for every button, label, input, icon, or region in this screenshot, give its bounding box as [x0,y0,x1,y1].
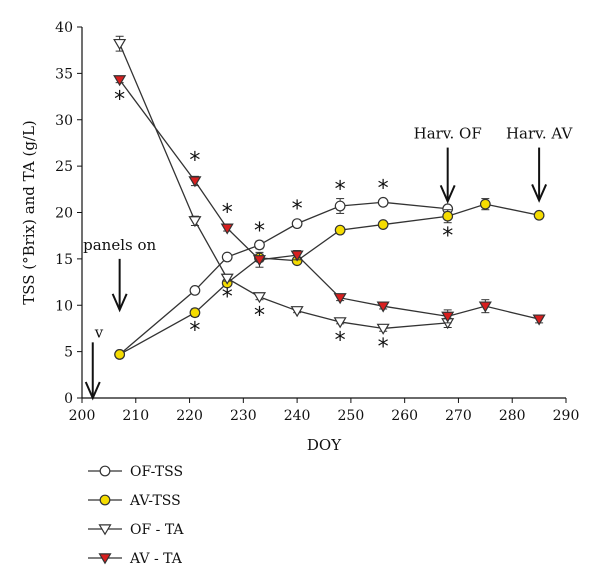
data-point [189,285,201,296]
x-tick-label: 220 [176,408,203,424]
data-point [113,38,127,51]
data-point [442,210,454,222]
x-tick-label: 290 [553,408,580,424]
data-point [333,293,347,305]
significance-asterisk: * [222,201,233,226]
y-tick-label: 5 [64,345,73,361]
data-point [334,224,346,236]
significance-asterisk: * [254,219,265,244]
significance-asterisk: * [114,87,125,112]
significance-asterisk: * [292,197,303,222]
data-point [333,317,347,329]
legend-marker [98,524,112,536]
series-line [119,201,448,355]
legend-label: AV-TSS [129,493,181,509]
series-line [119,43,448,330]
significance-asterisk: * [222,285,233,310]
annotation-label: panels on [83,236,156,254]
x-tick-label: 270 [445,408,472,424]
data-point [533,209,545,221]
x-axis-title: DOY [307,436,342,454]
series-4 [113,75,546,326]
annotation-label: v [94,323,104,341]
annotation-arrowhead [531,184,548,203]
y-tick-label: 25 [55,159,73,175]
significance-asterisk: * [378,335,389,360]
significance-asterisk: * [254,304,265,329]
data-point [252,292,267,304]
annotation-label: Harv. AV [506,125,574,143]
y-tick-label: 35 [55,66,73,82]
significance-asterisk: * [442,224,453,249]
y-axis-title: TSS (°Brix) and TA (g/L) [20,120,38,305]
legend-marker [99,494,111,506]
x-tick-label: 200 [69,408,96,424]
data-point [376,301,390,313]
data-point [291,218,303,230]
series-3 [113,35,455,335]
legend-label: OF-TSS [130,464,183,480]
y-tick-label: 0 [64,391,73,407]
x-tick-label: 280 [499,408,526,424]
series-2 [114,198,545,360]
x-tick-label: 230 [230,408,257,424]
y-tick-label: 30 [55,113,73,129]
significance-asterisk: * [189,149,200,174]
annotation-label: Harv. OF [414,125,482,143]
significance-asterisk: * [335,329,346,354]
data-point [114,349,126,360]
series-line [119,79,540,320]
data-point [188,176,202,188]
legend-marker [98,553,112,565]
data-point [221,251,233,263]
data-point [188,216,202,228]
legend-marker [99,465,111,477]
data-point [377,219,389,230]
data-point [220,223,234,235]
x-tick-label: 240 [284,408,311,424]
series-line [119,203,540,355]
y-tick-label: 10 [55,298,73,314]
y-tick-label: 40 [55,20,73,36]
y-tick-label: 20 [55,206,73,222]
annotation-arrowhead [84,381,101,401]
data-point [252,255,267,267]
significance-asterisk: * [189,318,200,343]
x-tick-label: 250 [338,408,365,424]
data-point [532,314,546,326]
legend-label: OF - TA [130,522,184,538]
x-tick-label: 210 [122,408,149,424]
significance-asterisk: * [378,176,389,201]
data-point [254,239,265,251]
data-point [478,301,492,313]
data-point [113,75,127,87]
data-point [376,323,390,335]
data-point [479,198,491,210]
annotation-arrowhead [439,184,456,204]
y-tick-label: 15 [55,252,73,268]
data-point [290,306,304,318]
legend-label: AV - TA [129,551,183,567]
data-point [290,250,304,262]
data-point [377,196,389,208]
annotation-arrowhead [111,293,128,313]
data-point [441,311,455,323]
data-point [334,200,346,212]
data-point [189,307,201,319]
significance-asterisk: * [335,177,346,202]
data-point [220,273,234,285]
x-tick-label: 260 [391,408,418,424]
